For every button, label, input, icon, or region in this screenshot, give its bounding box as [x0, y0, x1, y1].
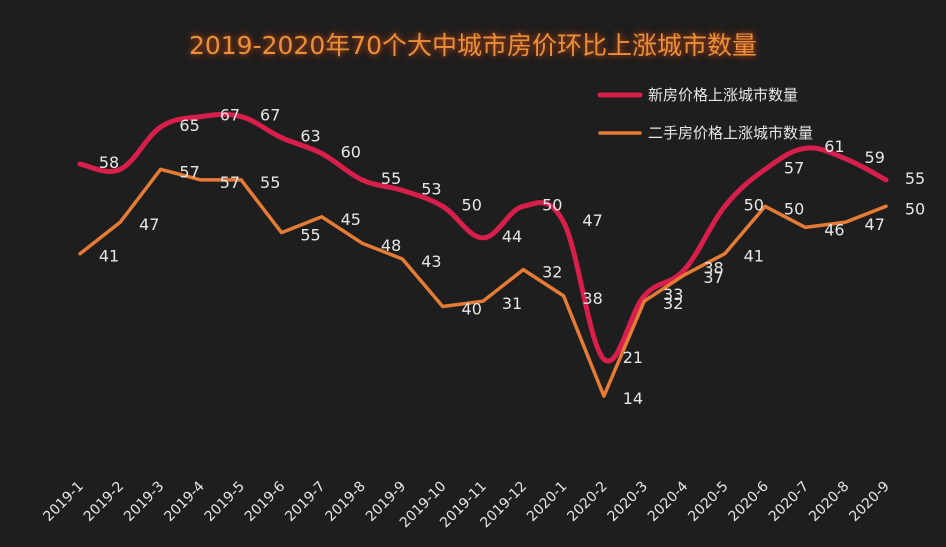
data-point-second-hand [159, 167, 163, 171]
data-point-new-homes [78, 162, 82, 166]
x-tick-label: 2020-6 [726, 478, 772, 524]
x-tick-label: 2020-2 [564, 479, 610, 525]
data-point-second-hand [642, 299, 646, 303]
data-label-new-homes: 67 [260, 106, 280, 125]
data-label-new-homes: 61 [824, 137, 844, 156]
data-label-new-homes: 55 [381, 169, 401, 188]
x-tick-label: 2020-8 [806, 479, 852, 525]
data-label-new-homes: 47 [582, 211, 602, 230]
data-label-second-hand: 55 [300, 226, 320, 245]
data-label-second-hand: 14 [623, 389, 643, 408]
legend-label: 二手房价格上涨城市数量 [648, 124, 813, 142]
data-label-second-hand: 50 [905, 199, 925, 218]
x-tick-label: 2019-1 [40, 479, 86, 525]
x-tick-label: 2020-9 [846, 479, 892, 525]
x-tick-label: 2020-4 [645, 478, 691, 524]
data-point-second-hand [360, 241, 364, 245]
data-point-new-homes [562, 220, 566, 224]
x-tick-label: 2019-5 [202, 479, 248, 525]
data-label-new-homes: 65 [179, 116, 199, 135]
data-point-new-homes [884, 178, 888, 182]
data-label-second-hand: 57 [179, 162, 199, 181]
data-point-second-hand [562, 294, 566, 298]
data-point-new-homes [642, 294, 646, 298]
data-label-new-homes: 59 [865, 148, 885, 167]
data-label-new-homes: 60 [341, 143, 361, 162]
data-label-second-hand: 47 [139, 215, 159, 234]
data-label-new-homes: 21 [623, 348, 643, 367]
data-point-new-homes [360, 178, 364, 182]
data-label-second-hand: 55 [260, 173, 280, 192]
data-point-second-hand [320, 215, 324, 219]
data-point-second-hand [884, 204, 888, 208]
data-label-second-hand: 46 [824, 220, 844, 239]
x-tick-label: 2020-1 [524, 479, 570, 525]
data-point-new-homes [763, 167, 767, 171]
legend-label: 新房价格上涨城市数量 [648, 86, 798, 104]
data-label-second-hand: 57 [220, 173, 240, 192]
series-line-new-homes [77, 111, 889, 364]
data-label-second-hand: 32 [663, 294, 683, 313]
data-label-second-hand: 40 [462, 300, 482, 319]
data-point-new-homes [481, 236, 485, 240]
data-point-new-homes [521, 204, 525, 208]
data-label-new-homes: 38 [703, 259, 723, 278]
data-point-new-homes [683, 268, 687, 272]
data-label-new-homes: 57 [784, 158, 804, 177]
data-point-second-hand [803, 225, 807, 229]
data-point-second-hand [118, 220, 122, 224]
data-point-new-homes [280, 136, 284, 140]
data-point-new-homes [602, 357, 606, 361]
data-point-new-homes [320, 152, 324, 156]
data-label-new-homes: 55 [905, 169, 925, 188]
x-tick-label: 2019-6 [242, 478, 288, 524]
data-label-new-homes: 67 [220, 106, 240, 125]
x-tick-label: 2020-5 [685, 479, 731, 525]
data-label-second-hand: 32 [542, 263, 562, 282]
chart-title: 2019-2020年70个大中城市房价环比上涨城市数量 [188, 31, 758, 60]
series-line-second-hand [78, 167, 888, 398]
x-tick-label: 2020-7 [766, 479, 812, 525]
data-label-second-hand: 31 [502, 294, 522, 313]
x-tick-label: 2019-4 [161, 478, 207, 524]
data-label-second-hand: 47 [865, 215, 885, 234]
x-tick-label: 2019-8 [323, 479, 369, 525]
data-point-second-hand [723, 252, 727, 256]
data-point-new-homes [844, 157, 848, 161]
data-point-second-hand [521, 268, 525, 272]
data-point-second-hand [683, 273, 687, 277]
data-label-second-hand: 41 [744, 247, 764, 266]
data-label-second-hand: 37 [703, 268, 723, 287]
x-tick-label: 2020-3 [605, 479, 651, 525]
data-label-second-hand: 38 [582, 289, 602, 308]
x-tick-label: 2019-2 [81, 479, 127, 525]
data-label-new-homes: 53 [421, 179, 441, 198]
data-label-new-homes: 50 [542, 195, 562, 214]
data-label-second-hand: 43 [421, 252, 441, 271]
data-label-new-homes: 44 [502, 227, 522, 246]
data-label-second-hand: 50 [784, 199, 804, 218]
data-label-new-homes: 58 [99, 153, 119, 172]
data-point-new-homes [441, 204, 445, 208]
data-point-new-homes [159, 125, 163, 129]
data-label-new-homes: 33 [663, 285, 683, 304]
data-point-new-homes [400, 188, 404, 192]
data-label-second-hand: 45 [341, 210, 361, 229]
data-label-second-hand: 41 [99, 247, 119, 266]
data-point-new-homes [723, 204, 727, 208]
data-point-second-hand [400, 257, 404, 261]
data-point-second-hand [602, 394, 606, 398]
data-label-new-homes: 50 [744, 195, 764, 214]
data-point-second-hand [280, 231, 284, 235]
data-point-second-hand [441, 305, 445, 309]
data-label-second-hand: 48 [381, 236, 401, 255]
data-point-new-homes [803, 146, 807, 150]
data-label-new-homes: 50 [462, 195, 482, 214]
data-point-second-hand [78, 252, 82, 256]
data-label-new-homes: 63 [300, 127, 320, 146]
x-tick-label: 2019-7 [282, 479, 328, 525]
x-tick-label: 2019-3 [121, 479, 167, 525]
